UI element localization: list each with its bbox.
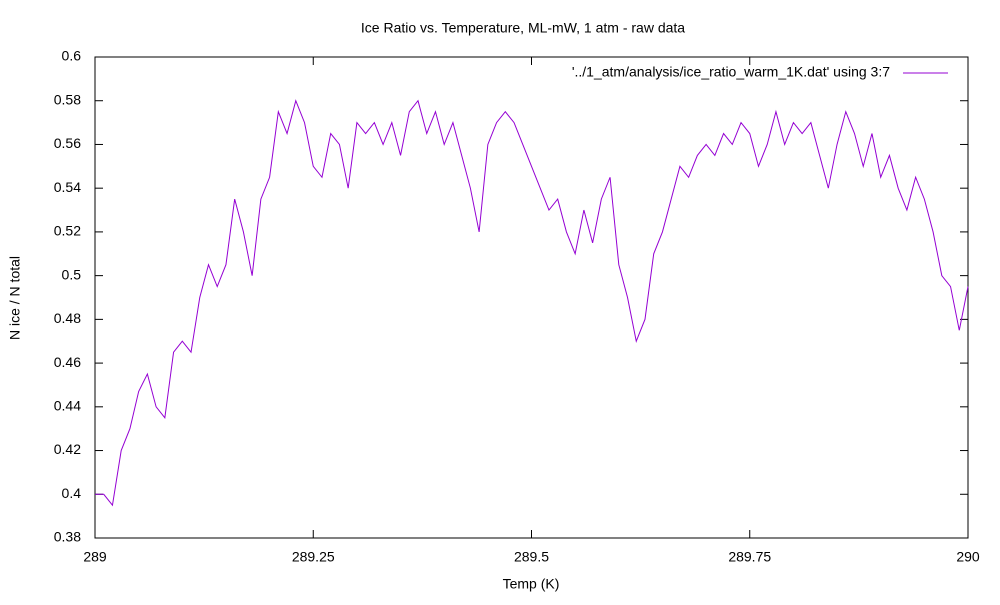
x-tick-label: 289 xyxy=(83,549,107,565)
x-tick-label: 289.25 xyxy=(292,549,335,565)
y-tick-label: 0.56 xyxy=(54,135,81,151)
data-line xyxy=(95,99,969,507)
x-tick-label: 290 xyxy=(956,549,980,565)
y-tick-label: 0.38 xyxy=(54,529,81,545)
x-tick-label: 289.75 xyxy=(728,549,771,565)
y-axis-label: N ice / N total xyxy=(7,256,23,340)
y-tick-label: 0.4 xyxy=(62,485,82,501)
legend-label: '../1_atm/analysis/ice_ratio_warm_1K.dat… xyxy=(572,64,890,80)
x-tick-label: 289.5 xyxy=(514,549,549,565)
y-tick-label: 0.44 xyxy=(54,398,81,414)
y-tick-label: 0.5 xyxy=(62,266,82,282)
y-tick-label: 0.46 xyxy=(54,354,81,370)
y-tick-label: 0.48 xyxy=(54,310,81,326)
y-tick-label: 0.42 xyxy=(54,441,81,457)
y-tick-label: 0.52 xyxy=(54,223,81,239)
chart-title: Ice Ratio vs. Temperature, ML-mW, 1 atm … xyxy=(361,20,685,36)
y-tick-label: 0.58 xyxy=(54,91,81,107)
y-tick-label: 0.6 xyxy=(62,48,82,64)
y-tick-label: 0.54 xyxy=(54,179,81,195)
x-axis-label: Temp (K) xyxy=(503,576,560,592)
